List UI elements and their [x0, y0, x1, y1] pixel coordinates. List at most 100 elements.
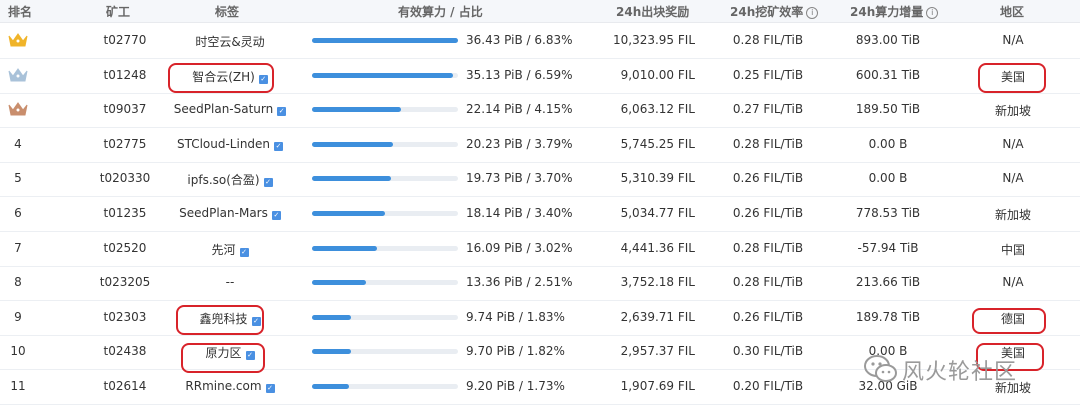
- table-row[interactable]: 6 t01235 SeedPlan-Mars ✓ 18.14 PiB / 3.40% 5,…: [0, 196, 1080, 232]
- power-cell: 16.09 PiB / 3.02%: [466, 240, 573, 255]
- silver-crown-icon: [8, 67, 28, 87]
- reward-cell: 5,745.25 FIL: [620, 136, 695, 151]
- miner-tag[interactable]: 时空云&灵动: [150, 33, 310, 50]
- info-icon[interactable]: i: [926, 7, 939, 19]
- rank-cell: 6: [14, 206, 22, 220]
- power-share-bar: [312, 72, 458, 78]
- miner-tag[interactable]: SeedPlan-Mars ✓: [150, 206, 310, 220]
- region-cell: N/A: [1002, 136, 1024, 151]
- region-cell: N/A: [1002, 33, 1024, 47]
- miner-id-link[interactable]: t01235: [103, 206, 147, 220]
- table-row[interactable]: t01248 智合云(ZH) ✓ 35.13 PiB / 6.59% 9,010.00 …: [0, 58, 1080, 94]
- increase-cell: 32.00 GiB: [858, 379, 918, 393]
- miner-tag[interactable]: --: [150, 275, 310, 289]
- header-increase[interactable]: 24h算力增量 i: [850, 3, 939, 20]
- miner-tag[interactable]: SeedPlan-Saturn ✓: [150, 102, 310, 117]
- miner-tag[interactable]: 鑫兜科技 ✓: [150, 310, 310, 327]
- table-row[interactable]: 10 t02438 原力区 ✓ 9.70 PiB / 1.82% 2,957.37 FIL…: [0, 334, 1080, 371]
- miner-id-link[interactable]: t02303: [103, 309, 147, 324]
- efficiency-cell: 0.27 FIL/TiB: [732, 102, 804, 117]
- miner-id-link[interactable]: t02520: [103, 240, 147, 255]
- miner-tag[interactable]: 原力区 ✓: [150, 344, 310, 361]
- miner-tag[interactable]: 智合云(ZH) ✓: [150, 68, 310, 85]
- miner-tag[interactable]: STCloud-Linden ✓: [150, 137, 310, 151]
- header-efficiency-label: 24h挖矿效率: [730, 5, 804, 19]
- power-share-bar: [312, 245, 458, 251]
- table-row[interactable]: 9 t02303 鑫兜科技 ✓ 9.74 PiB / 1.83% 2,639.71 FIL…: [0, 300, 1080, 336]
- watermark: 风火轮社区: [862, 351, 1062, 387]
- header-tag[interactable]: 标签: [215, 5, 240, 19]
- header-miner[interactable]: 矿工: [106, 5, 131, 19]
- highlight-box: [976, 343, 1044, 371]
- efficiency-cell: 0.25 FIL/TiB: [732, 67, 804, 82]
- miner-id-link[interactable]: t02438: [103, 344, 147, 359]
- verified-icon: ✓: [265, 384, 275, 393]
- increase-cell: 893.00 TiB: [855, 33, 921, 47]
- increase-cell: -57.94 TiB: [857, 240, 919, 255]
- power-cell: 35.13 PiB / 6.59%: [466, 67, 573, 82]
- table-row[interactable]: 8 t023205 -- 13.36 PiB / 2.51% 3,752.18 FIL 0…: [0, 265, 1080, 302]
- table-row[interactable]: 11 t02614 RRmine.com ✓ 9.20 PiB / 1.73% 1,907…: [0, 369, 1080, 405]
- verified-icon: ✓: [245, 351, 255, 361]
- increase-cell: 0.00 B: [868, 136, 908, 151]
- verified-icon: ✓: [239, 247, 249, 257]
- power-share-fill: [312, 38, 458, 43]
- highlight-box: [978, 63, 1046, 93]
- header-increase-label: 24h算力增量: [850, 5, 924, 19]
- power-cell: 13.36 PiB / 2.51%: [466, 275, 573, 290]
- increase-cell: 189.50 TiB: [855, 102, 921, 117]
- table-row[interactable]: 7 t02520 先河 ✓ 16.09 PiB / 3.02% 4,441.36 FIL 0…: [0, 231, 1080, 267]
- miner-tag[interactable]: ipfs.so(合盈) ✓: [150, 171, 310, 188]
- power-cell: 18.14 PiB / 3.40%: [466, 206, 573, 220]
- efficiency-cell: 0.28 FIL/TiB: [732, 33, 804, 47]
- miner-id-link[interactable]: t01248: [103, 67, 147, 82]
- miner-id-link[interactable]: t02770: [103, 33, 147, 47]
- miner-tag-label: 原力区: [205, 346, 242, 361]
- table-row[interactable]: t09037 SeedPlan-Saturn ✓ 22.14 PiB / 4.15% 6…: [0, 92, 1080, 129]
- miner-id-link[interactable]: t020330: [99, 171, 151, 186]
- table-header: 排名 矿工 标签 有效算力 / 占比 24h出块奖励 24h挖矿效率 i 24h算…: [0, 0, 1080, 23]
- reward-cell: 1,907.69 FIL: [620, 379, 695, 393]
- power-share-fill: [312, 176, 392, 182]
- header-efficiency[interactable]: 24h挖矿效率 i: [730, 3, 819, 20]
- header-power[interactable]: 有效算力 / 占比: [398, 5, 483, 19]
- power-cell: 36.43 PiB / 6.83%: [466, 33, 573, 47]
- miner-id-link[interactable]: t02775: [103, 136, 147, 151]
- power-share-fill: [312, 72, 453, 78]
- header-rank[interactable]: 排名: [8, 5, 33, 19]
- increase-cell: 213.66 TiB: [855, 275, 921, 290]
- miner-tag-label: SeedPlan-Saturn: [173, 102, 274, 117]
- miner-id-link[interactable]: t09037: [103, 102, 147, 117]
- power-cell: 9.74 PiB / 1.83%: [466, 309, 565, 324]
- verified-icon: ✓: [274, 141, 284, 151]
- miner-tag-label: 时空云&灵动: [195, 35, 265, 49]
- power-share-bar: [312, 280, 458, 286]
- highlight-box: [972, 308, 1046, 334]
- power-share-fill: [312, 349, 351, 355]
- miner-tag-label: --: [225, 275, 235, 290]
- miner-id-link[interactable]: t023205: [99, 275, 151, 290]
- info-icon[interactable]: i: [806, 7, 819, 19]
- reward-cell: 5,034.77 FIL: [620, 206, 695, 220]
- region-cell: 美国: [1000, 69, 1025, 84]
- table-row[interactable]: 5 t020330 ipfs.so(合盈) ✓ 19.73 PiB / 3.70% 5,3…: [0, 161, 1080, 198]
- table-row[interactable]: 4 t02775 STCloud-Linden ✓ 20.23 PiB / 3.79% 5…: [0, 127, 1080, 163]
- reward-cell: 4,441.36 FIL: [620, 240, 695, 255]
- power-share-bar: [312, 141, 458, 147]
- watermark-text: 风火轮社区: [902, 360, 1018, 385]
- region-cell: 新加坡: [994, 381, 1031, 395]
- power-share-fill: [312, 314, 351, 320]
- header-region[interactable]: 地区: [1000, 5, 1025, 19]
- miner-tag[interactable]: 先河 ✓: [150, 241, 310, 258]
- power-share-bar: [312, 38, 458, 43]
- power-share-bar: [312, 176, 458, 182]
- miner-id-link[interactable]: t02614: [103, 379, 147, 393]
- power-share-fill: [312, 141, 394, 147]
- wechat-icon: [864, 355, 897, 382]
- rank-cell: 5: [14, 171, 22, 186]
- increase-cell: 0.00 B: [868, 171, 908, 186]
- table-row[interactable]: t02770 时空云&灵动 36.43 PiB / 6.83% 10,323.95 F…: [0, 23, 1080, 59]
- miner-tag[interactable]: RRmine.com ✓: [150, 379, 310, 393]
- header-reward[interactable]: 24h出块奖励: [616, 5, 690, 19]
- power-share-fill: [312, 384, 349, 389]
